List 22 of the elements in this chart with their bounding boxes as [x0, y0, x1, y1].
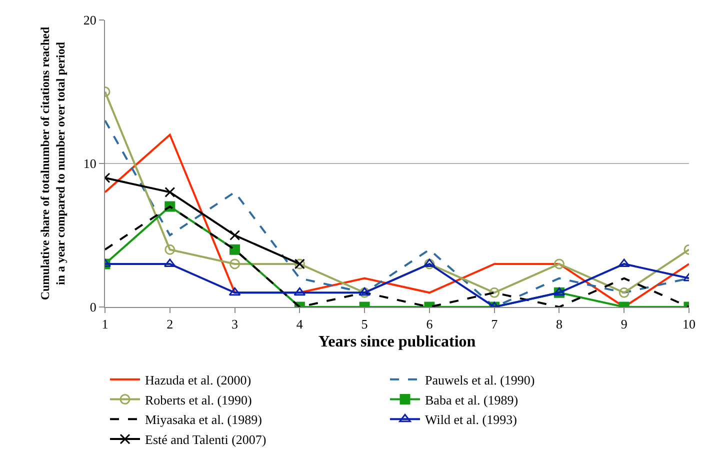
x-tick-label: 6	[426, 316, 434, 332]
x-tick-label: 5	[361, 316, 368, 332]
y-tick-label: 20	[83, 12, 96, 28]
legend-label: Miyasaka et al. (1989)	[145, 412, 262, 428]
y-tick-label: 0	[90, 300, 96, 315]
x-axis-title: Years since publication	[318, 333, 476, 350]
x-tick-label: 1	[102, 316, 108, 332]
x-tick-label: 2	[166, 316, 174, 332]
y-tick-label: 10	[83, 156, 96, 172]
legend-label: Baba et al. (1989)	[425, 392, 518, 408]
legend-label: Wild et al. (1993)	[425, 412, 517, 428]
legend-label: Esté and Talenti (2007)	[145, 432, 266, 448]
x-tick-label: 9	[620, 316, 628, 332]
x-tick-label: 8	[556, 316, 562, 332]
x-tick-label: 4	[296, 316, 304, 332]
legend-label: Roberts et al. (1990)	[145, 392, 252, 408]
legend-label: Pauwels et al. (1990)	[425, 372, 535, 388]
legend-label: Hazuda et al. (2000)	[145, 372, 252, 388]
x-tick-label: 7	[491, 316, 498, 332]
x-tick-label: 10	[682, 316, 696, 332]
y-axis-title: Cumulative share of totalnumber of citations reached in a year compared to number over total period	[38, 26, 68, 300]
x-tick-label: 3	[232, 316, 238, 332]
